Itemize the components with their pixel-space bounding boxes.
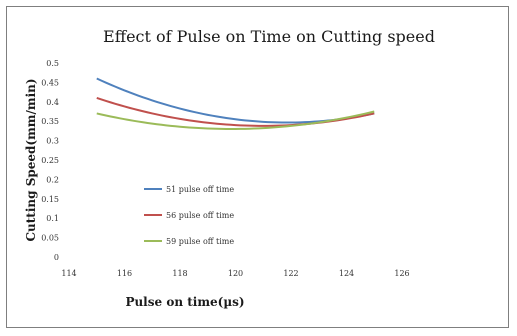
y-tick-label: 0.5 bbox=[46, 59, 59, 68]
y-tick-label: 0.25 bbox=[41, 156, 59, 165]
series-line-1 bbox=[96, 77, 375, 124]
x-tick-label: 124 bbox=[339, 269, 354, 278]
series-lines bbox=[96, 77, 375, 130]
legend-label: 51 pulse off time bbox=[166, 185, 234, 194]
x-axis-title: Pulse on time(µs) bbox=[125, 295, 244, 309]
y-tick-label: 0 bbox=[54, 253, 59, 262]
y-axis-title: Cutting Speed(mm/min) bbox=[24, 78, 38, 241]
x-tick-label: 116 bbox=[117, 269, 132, 278]
y-tick-label: 0.4 bbox=[46, 98, 59, 107]
x-tick-label: 120 bbox=[228, 269, 243, 278]
y-tick-label: 0.15 bbox=[41, 195, 59, 204]
chart-title: Effect of Pulse on Time on Cutting speed bbox=[103, 27, 435, 46]
y-tick-label: 0.05 bbox=[41, 234, 59, 243]
y-tick-label: 0.45 bbox=[41, 78, 59, 87]
x-tick-label: 114 bbox=[61, 269, 76, 278]
series-line-3 bbox=[96, 110, 375, 130]
chart-frame: Effect of Pulse on Time on Cutting speed… bbox=[6, 6, 509, 328]
x-tick-labels: 114 116 118 120 122 124 126 bbox=[61, 269, 409, 278]
chart-svg: Effect of Pulse on Time on Cutting speed… bbox=[24, 27, 435, 309]
legend-label: 59 pulse off time bbox=[166, 237, 234, 246]
y-tick-label: 0.2 bbox=[46, 175, 59, 184]
x-tick-label: 122 bbox=[283, 269, 298, 278]
y-tick-label: 0.1 bbox=[46, 214, 59, 223]
legend: 51 pulse off time 56 pulse off time 59 pul… bbox=[144, 185, 234, 246]
y-tick-label: 0.35 bbox=[41, 117, 59, 126]
y-tick-label: 0.3 bbox=[46, 137, 59, 146]
x-tick-label: 126 bbox=[394, 269, 409, 278]
y-tick-labels: 0 0.05 0.1 0.15 0.2 0.25 0.3 0.35 0.4 0.45 0.5 bbox=[41, 59, 59, 262]
x-tick-label: 118 bbox=[172, 269, 187, 278]
legend-label: 56 pulse off time bbox=[166, 211, 234, 220]
